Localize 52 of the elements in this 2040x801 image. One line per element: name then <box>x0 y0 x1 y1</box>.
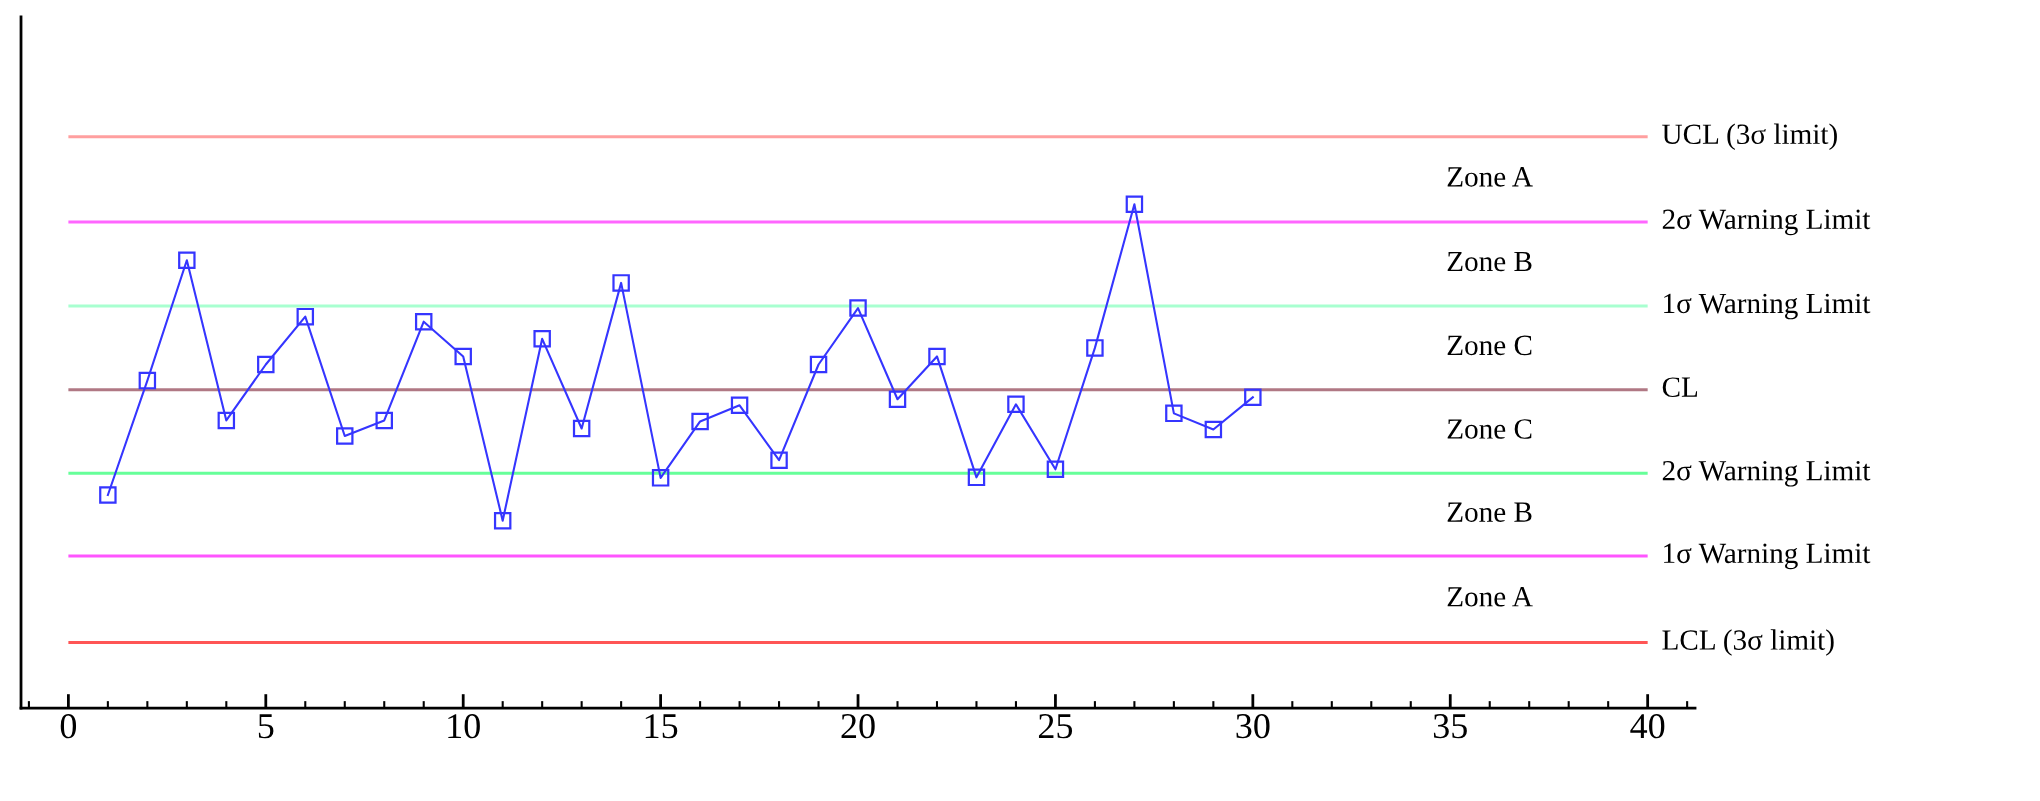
point <box>967 468 986 487</box>
ref-line-label: 1σ Warning Limit <box>1664 293 1871 320</box>
point <box>1165 404 1183 423</box>
x-tick-label: 0 <box>60 713 77 739</box>
point <box>849 299 867 317</box>
point <box>1086 339 1104 357</box>
point <box>454 347 472 366</box>
point <box>572 419 591 438</box>
x-tick-label: 30 <box>1236 713 1270 739</box>
point <box>928 347 946 366</box>
x-tick-label: 20 <box>841 713 875 739</box>
point <box>257 355 275 374</box>
point <box>691 412 709 431</box>
annotation: Zone B <box>1447 502 1532 522</box>
ref-line-label: 2σ Warning Limit <box>1662 209 1871 236</box>
x-tick-label: 5 <box>258 714 274 739</box>
point <box>414 312 433 331</box>
point <box>1007 395 1025 414</box>
x-tick-label: 25 <box>1038 714 1073 739</box>
point <box>612 274 630 292</box>
point <box>493 511 512 530</box>
annotation: Zone C <box>1447 335 1532 356</box>
point <box>770 451 788 469</box>
text: Zone A <box>1447 167 1533 187</box>
point <box>99 486 117 504</box>
ref-line-label: LCL (3σ limit) <box>1662 629 1834 656</box>
annotation: Zone A <box>1447 587 1533 607</box>
point <box>730 396 749 415</box>
x-tick-label: 10 <box>448 713 480 739</box>
point <box>1125 195 1144 214</box>
point <box>178 251 196 269</box>
annotation: Zone B <box>1447 251 1532 272</box>
point <box>296 307 315 326</box>
point <box>336 427 354 445</box>
point <box>651 469 670 487</box>
point <box>888 390 907 409</box>
point <box>375 411 393 430</box>
point <box>1046 460 1065 479</box>
ref-line-label: 2σ Warning Limit <box>1662 460 1871 487</box>
ref-line-label: 1σ Warning Limit <box>1664 543 1871 570</box>
x-tick-label: 15 <box>645 714 678 739</box>
point <box>138 371 157 390</box>
point <box>533 330 551 348</box>
point <box>1244 388 1262 406</box>
x-tick-label: 40 <box>1630 713 1665 739</box>
point <box>217 411 236 430</box>
ref-line-label: CL <box>1662 377 1698 397</box>
annotation: Zone C <box>1447 419 1532 439</box>
point <box>1204 420 1223 439</box>
x-tick-label: 35 <box>1433 714 1467 739</box>
point <box>809 355 828 374</box>
ref-line-label: UCL (3σ limit) <box>1662 123 1837 151</box>
